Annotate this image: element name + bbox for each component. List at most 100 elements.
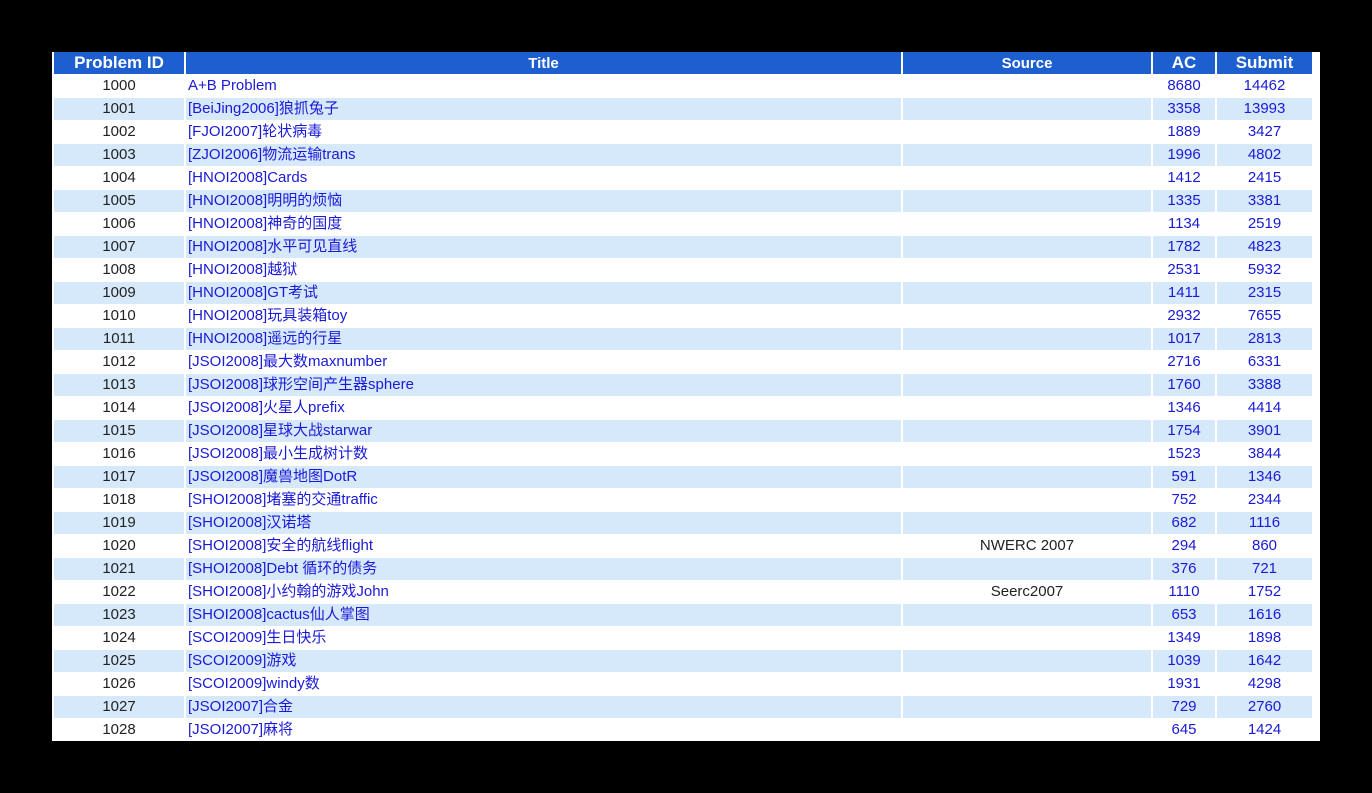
problem-title-link[interactable]: [SHOI2008]Debt 循环的债务 xyxy=(184,557,902,581)
ac-count-link[interactable]: 1760 xyxy=(1151,373,1216,397)
table-row: 1019 [SHOI2008]汉诺塔 682 1116 xyxy=(54,511,1312,535)
problem-id-cell: 1007 xyxy=(54,235,185,259)
submit-count-link[interactable]: 721 xyxy=(1215,557,1312,581)
submit-count-link[interactable]: 3844 xyxy=(1215,442,1312,466)
problem-title-link[interactable]: [JSOI2008]火星人prefix xyxy=(184,396,902,420)
problem-title-link[interactable]: [HNOI2008]Cards xyxy=(184,166,902,190)
ac-count-link[interactable]: 2531 xyxy=(1151,258,1216,282)
submit-count-link[interactable]: 13993 xyxy=(1215,97,1312,121)
submit-count-link[interactable]: 2813 xyxy=(1215,327,1312,351)
ac-count-link[interactable]: 1996 xyxy=(1151,143,1216,167)
problem-title-link[interactable]: [SCOI2009]windy数 xyxy=(184,672,902,696)
ac-count-link[interactable]: 653 xyxy=(1151,603,1216,627)
header-submit[interactable]: Submit xyxy=(1215,52,1312,75)
problem-title-link[interactable]: [SHOI2008]汉诺塔 xyxy=(184,511,902,535)
table-row: 1001 [BeiJing2006]狼抓兔子 3358 13993 xyxy=(54,97,1312,121)
submit-count-link[interactable]: 2519 xyxy=(1215,212,1312,236)
problem-id-cell: 1011 xyxy=(54,327,185,351)
ac-count-link[interactable]: 1335 xyxy=(1151,189,1216,213)
problem-title-link[interactable]: [SCOI2009]生日快乐 xyxy=(184,626,902,650)
ac-count-link[interactable]: 1039 xyxy=(1151,649,1216,673)
problem-title-link[interactable]: [FJOI2007]轮状病毒 xyxy=(184,120,902,144)
ac-count-link[interactable]: 1349 xyxy=(1151,626,1216,650)
ac-count-link[interactable]: 752 xyxy=(1151,488,1216,512)
ac-count-link[interactable]: 8680 xyxy=(1151,74,1216,98)
ac-count-link[interactable]: 2716 xyxy=(1151,350,1216,374)
problem-title-link[interactable]: [SHOI2008]cactus仙人掌图 xyxy=(184,603,902,627)
ac-count-link[interactable]: 1412 xyxy=(1151,166,1216,190)
submit-count-link[interactable]: 3381 xyxy=(1215,189,1312,213)
submit-count-link[interactable]: 1642 xyxy=(1215,649,1312,673)
submit-count-link[interactable]: 3901 xyxy=(1215,419,1312,443)
submit-count-link[interactable]: 6331 xyxy=(1215,350,1312,374)
ac-count-link[interactable]: 1110 xyxy=(1151,580,1216,604)
problem-title-link[interactable]: [ZJOI2006]物流运输trans xyxy=(184,143,902,167)
problem-title-link[interactable]: [SCOI2009]游戏 xyxy=(184,649,902,673)
ac-count-link[interactable]: 1931 xyxy=(1151,672,1216,696)
submit-count-link[interactable]: 4823 xyxy=(1215,235,1312,259)
submit-count-link[interactable]: 1898 xyxy=(1215,626,1312,650)
submit-count-link[interactable]: 4298 xyxy=(1215,672,1312,696)
submit-count-link[interactable]: 5932 xyxy=(1215,258,1312,282)
table-row: 1014 [JSOI2008]火星人prefix 1346 4414 xyxy=(54,396,1312,420)
problem-title-link[interactable]: [HNOI2008]越狱 xyxy=(184,258,902,282)
submit-count-link[interactable]: 2760 xyxy=(1215,695,1312,719)
ac-count-link[interactable]: 1134 xyxy=(1151,212,1216,236)
header-ac[interactable]: AC xyxy=(1151,52,1216,75)
header-source[interactable]: Source xyxy=(901,52,1152,75)
ac-count-link[interactable]: 3358 xyxy=(1151,97,1216,121)
ac-count-link[interactable]: 1782 xyxy=(1151,235,1216,259)
problem-title-link[interactable]: [HNOI2008]神奇的国度 xyxy=(184,212,902,236)
submit-count-link[interactable]: 1616 xyxy=(1215,603,1312,627)
problem-title-link[interactable]: [JSOI2008]最大数maxnumber xyxy=(184,350,902,374)
problem-title-link[interactable]: [HNOI2008]GT考试 xyxy=(184,281,902,305)
ac-count-link[interactable]: 1523 xyxy=(1151,442,1216,466)
submit-count-link[interactable]: 1116 xyxy=(1215,511,1312,535)
ac-count-link[interactable]: 1754 xyxy=(1151,419,1216,443)
submit-count-link[interactable]: 7655 xyxy=(1215,304,1312,328)
submit-count-link[interactable]: 1346 xyxy=(1215,465,1312,489)
submit-count-link[interactable]: 4802 xyxy=(1215,143,1312,167)
problem-title-link[interactable]: [SHOI2008]安全的航线flight xyxy=(184,534,902,558)
submit-count-link[interactable]: 2415 xyxy=(1215,166,1312,190)
submit-count-link[interactable]: 4414 xyxy=(1215,396,1312,420)
problem-title-link[interactable]: [HNOI2008]玩具装箱toy xyxy=(184,304,902,328)
header-title[interactable]: Title xyxy=(184,52,902,75)
submit-count-link[interactable]: 3427 xyxy=(1215,120,1312,144)
problem-title-link[interactable]: [SHOI2008]小约翰的游戏John xyxy=(184,580,902,604)
problem-title-link[interactable]: [JSOI2008]星球大战starwar xyxy=(184,419,902,443)
submit-count-link[interactable]: 3388 xyxy=(1215,373,1312,397)
problem-title-link[interactable]: [JSOI2008]球形空间产生器sphere xyxy=(184,373,902,397)
problem-source-cell xyxy=(901,143,1152,167)
header-problem-id[interactable]: Problem ID xyxy=(54,52,185,75)
submit-count-link[interactable]: 2344 xyxy=(1215,488,1312,512)
ac-count-link[interactable]: 729 xyxy=(1151,695,1216,719)
problem-title-link[interactable]: [HNOI2008]遥远的行星 xyxy=(184,327,902,351)
problem-title-link[interactable]: [HNOI2008]明明的烦恼 xyxy=(184,189,902,213)
problem-title-link[interactable]: A+B Problem xyxy=(184,74,902,98)
problem-title-link[interactable]: [SHOI2008]堵塞的交通traffic xyxy=(184,488,902,512)
problem-title-link[interactable]: [JSOI2008]魔兽地图DotR xyxy=(184,465,902,489)
submit-count-link[interactable]: 860 xyxy=(1215,534,1312,558)
submit-count-link[interactable]: 14462 xyxy=(1215,74,1312,98)
ac-count-link[interactable]: 645 xyxy=(1151,718,1216,741)
problem-title-link[interactable]: [JSOI2008]最小生成树计数 xyxy=(184,442,902,466)
problem-title-link[interactable]: [JSOI2007]麻将 xyxy=(184,718,902,741)
problem-source-cell: NWERC 2007 xyxy=(901,534,1152,558)
ac-count-link[interactable]: 1411 xyxy=(1151,281,1216,305)
ac-count-link[interactable]: 1889 xyxy=(1151,120,1216,144)
ac-count-link[interactable]: 2932 xyxy=(1151,304,1216,328)
ac-count-link[interactable]: 682 xyxy=(1151,511,1216,535)
problem-title-link[interactable]: [BeiJing2006]狼抓兔子 xyxy=(184,97,902,121)
table-row: 1024 [SCOI2009]生日快乐 1349 1898 xyxy=(54,626,1312,650)
submit-count-link[interactable]: 2315 xyxy=(1215,281,1312,305)
problem-title-link[interactable]: [HNOI2008]水平可见直线 xyxy=(184,235,902,259)
ac-count-link[interactable]: 1346 xyxy=(1151,396,1216,420)
submit-count-link[interactable]: 1424 xyxy=(1215,718,1312,741)
ac-count-link[interactable]: 591 xyxy=(1151,465,1216,489)
problem-title-link[interactable]: [JSOI2007]合金 xyxy=(184,695,902,719)
ac-count-link[interactable]: 294 xyxy=(1151,534,1216,558)
ac-count-link[interactable]: 376 xyxy=(1151,557,1216,581)
ac-count-link[interactable]: 1017 xyxy=(1151,327,1216,351)
submit-count-link[interactable]: 1752 xyxy=(1215,580,1312,604)
